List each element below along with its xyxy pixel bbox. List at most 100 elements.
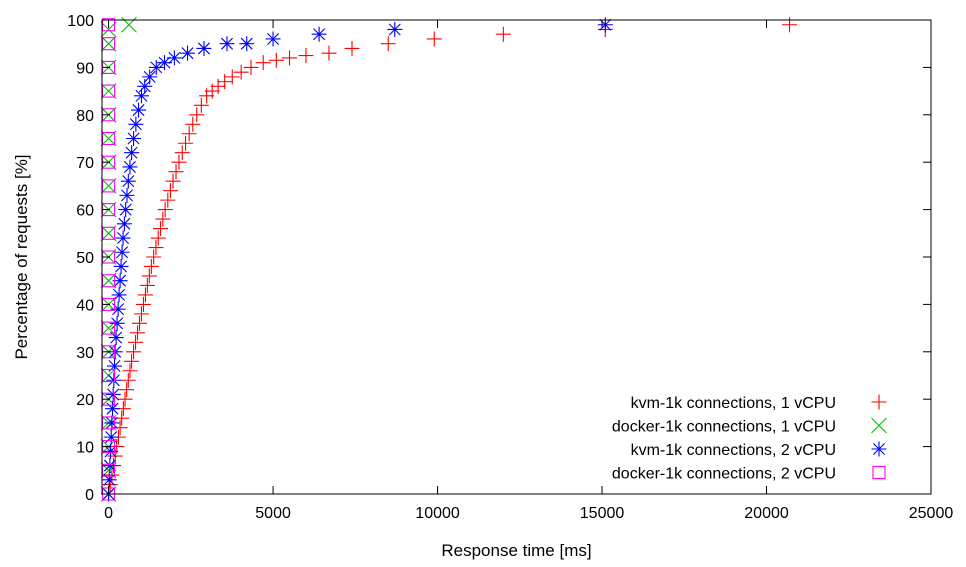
data-point <box>243 59 259 75</box>
data-point <box>133 88 149 104</box>
data-point <box>185 116 201 132</box>
data-point <box>495 26 511 42</box>
legend-label: kvm-1k connections, 1 vCPU <box>631 395 836 412</box>
data-point <box>100 21 117 38</box>
data-point <box>265 31 281 47</box>
data-point <box>102 463 116 477</box>
data-point <box>426 31 442 47</box>
data-point <box>146 249 162 265</box>
data-point <box>122 159 138 175</box>
data-point <box>104 415 120 431</box>
y-tick-label: 50 <box>76 250 94 267</box>
data-point <box>102 179 116 193</box>
data-point <box>311 26 327 42</box>
data-point <box>160 192 176 208</box>
data-point <box>106 372 122 388</box>
data-point <box>193 97 209 113</box>
data-point <box>124 353 140 369</box>
y-axis: 0 10 20 30 40 50 60 70 80 90 100 <box>67 13 931 504</box>
data-point <box>153 221 169 237</box>
y-tick-label: 30 <box>76 345 94 362</box>
x-tick-label: 15000 <box>580 505 625 522</box>
data-point <box>107 358 123 374</box>
data-point <box>174 145 190 161</box>
data-point <box>132 315 148 331</box>
x-axis-title: Response time [ms] <box>441 541 591 560</box>
data-point <box>100 83 117 99</box>
data-point <box>239 36 255 52</box>
data-point <box>126 131 142 146</box>
data-point <box>217 74 233 90</box>
data-point <box>110 301 126 317</box>
x-tick-label: 25000 <box>909 505 954 522</box>
data-point <box>178 135 194 151</box>
data-point <box>133 306 149 322</box>
legend-label: docker-1k connections, 2 vCPU <box>612 466 836 483</box>
data-point <box>102 274 116 288</box>
data-point <box>117 391 133 407</box>
x-axis: 0 5000 10000 15000 20000 25000 <box>104 20 953 522</box>
data-point <box>102 458 118 474</box>
y-tick-label: 0 <box>85 487 94 504</box>
x-tick-label: 0 <box>104 505 113 522</box>
data-point <box>233 64 249 80</box>
data-point <box>105 386 121 402</box>
legend-marker <box>871 394 887 410</box>
data-point <box>100 178 117 194</box>
data-point <box>131 102 147 118</box>
y-tick-label: 60 <box>76 203 94 220</box>
data-point <box>282 50 298 66</box>
data-point <box>103 429 119 445</box>
data-point <box>128 116 144 132</box>
data-point <box>102 131 116 146</box>
data-point <box>171 154 187 170</box>
data-point <box>118 202 134 218</box>
data-point <box>116 216 132 232</box>
data-point <box>102 226 116 240</box>
data-point <box>100 35 117 52</box>
data-point <box>224 69 240 85</box>
data-point <box>137 287 153 303</box>
data-point <box>102 37 116 51</box>
data-point <box>135 296 151 312</box>
y-tick-label: 70 <box>76 155 94 172</box>
data-point <box>255 55 271 71</box>
data-point <box>597 17 613 33</box>
data-point <box>107 344 123 360</box>
data-point <box>387 21 403 37</box>
data-point <box>105 401 121 417</box>
y-axis-title: Percentage of requests [%] <box>12 154 31 359</box>
data-point <box>119 382 135 398</box>
data-point <box>120 173 136 189</box>
data-point <box>268 52 284 68</box>
data-point <box>137 78 153 94</box>
data-point <box>100 225 117 242</box>
legend-marker <box>872 465 886 480</box>
data-point <box>102 321 116 335</box>
data-point <box>148 59 164 75</box>
data-point <box>782 17 798 33</box>
data-point <box>189 107 205 123</box>
data-point <box>102 416 116 430</box>
legend: kvm-1k connections, 1 vCPU docker-1k conn… <box>612 394 887 483</box>
data-point <box>148 240 164 256</box>
legend-marker <box>871 441 887 457</box>
data-point <box>115 230 131 246</box>
x-tick-label: 10000 <box>415 505 460 522</box>
data-point <box>109 315 125 331</box>
data-point <box>155 211 171 227</box>
data-point <box>124 145 140 161</box>
x-tick-label: 5000 <box>255 505 291 522</box>
data-point <box>102 84 116 98</box>
legend-marker <box>871 417 887 434</box>
data-point <box>101 472 117 488</box>
data-point <box>180 45 196 61</box>
data-point <box>142 69 158 85</box>
data-point <box>102 368 116 383</box>
data-point <box>119 187 135 203</box>
data-point <box>157 55 173 71</box>
data-point <box>162 183 178 199</box>
data-point <box>128 334 144 350</box>
data-point <box>344 40 360 56</box>
